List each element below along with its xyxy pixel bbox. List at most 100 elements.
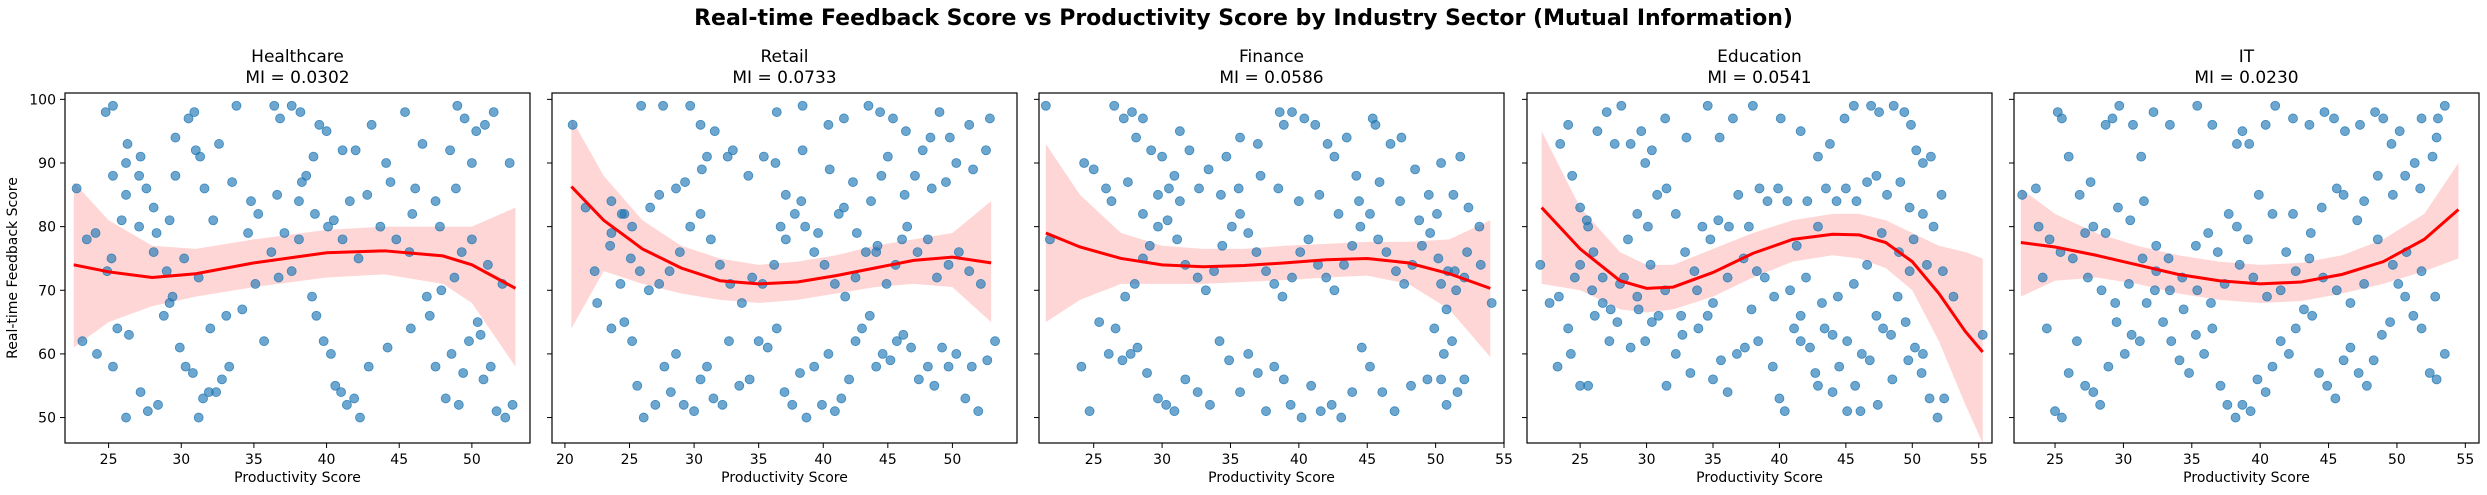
data-point xyxy=(2082,272,2093,283)
data-point xyxy=(1900,317,1911,327)
data-point xyxy=(1153,221,1163,232)
data-point xyxy=(2136,151,2147,162)
data-point xyxy=(1161,399,1172,410)
data-point xyxy=(2305,228,2316,238)
data-point xyxy=(1164,183,1174,194)
data-point xyxy=(1563,119,1574,130)
data-point xyxy=(1918,349,1928,359)
data-point xyxy=(77,336,88,347)
data-point xyxy=(1795,336,1806,347)
data-point xyxy=(1273,183,1284,194)
data-point xyxy=(1864,355,1875,366)
data-point xyxy=(736,298,747,308)
data-point xyxy=(2137,253,2148,264)
data-point xyxy=(1910,342,1920,353)
data-point xyxy=(1632,209,1643,219)
data-point xyxy=(722,151,733,162)
data-point xyxy=(1274,107,1285,117)
data-point xyxy=(2100,228,2111,238)
data-point xyxy=(922,361,933,372)
data-point xyxy=(294,234,304,245)
data-point xyxy=(1365,361,1375,372)
data-point xyxy=(758,151,769,162)
data-point xyxy=(121,189,131,200)
data-point xyxy=(161,266,172,277)
data-point xyxy=(424,310,435,321)
x-tick-label: 40 xyxy=(318,452,336,468)
data-point xyxy=(1660,113,1671,124)
data-point xyxy=(464,336,474,347)
data-point xyxy=(2178,304,2189,315)
x-tick-label: 25 xyxy=(1571,452,1589,468)
data-point xyxy=(417,139,428,149)
data-point xyxy=(2439,349,2450,359)
panel-mi-label: MI = 0.0733 xyxy=(732,68,836,88)
data-point xyxy=(158,310,169,321)
data-point xyxy=(2072,336,2082,347)
data-point xyxy=(2174,355,2185,366)
data-point xyxy=(221,310,232,321)
data-point xyxy=(1243,349,1254,359)
data-point xyxy=(1285,399,1296,410)
data-point xyxy=(1842,406,1853,417)
data-point xyxy=(208,215,219,226)
data-point xyxy=(446,349,457,359)
data-point xyxy=(695,374,706,385)
data-point xyxy=(2206,298,2216,308)
data-point xyxy=(2113,202,2123,213)
data-point xyxy=(1866,100,1876,111)
data-point xyxy=(355,412,365,423)
data-point xyxy=(1899,107,1910,117)
data-point xyxy=(2163,253,2174,264)
data-point xyxy=(2322,380,2333,391)
data-point xyxy=(435,221,445,232)
data-point xyxy=(134,221,145,232)
data-point xyxy=(1299,113,1310,124)
data-point xyxy=(2165,119,2175,130)
data-point xyxy=(592,298,603,308)
data-point xyxy=(1878,323,1888,334)
data-point xyxy=(1125,349,1136,359)
data-point xyxy=(1205,399,1215,410)
data-point xyxy=(349,393,360,404)
data-point xyxy=(951,158,962,168)
data-point xyxy=(170,132,181,143)
panel-title: Finance xyxy=(1239,47,1304,67)
data-point xyxy=(106,253,117,264)
data-point xyxy=(321,126,332,137)
data-point xyxy=(1233,183,1244,194)
data-point xyxy=(381,158,392,168)
x-axis-label: Productivity Score xyxy=(2183,470,2310,486)
data-point xyxy=(193,412,204,423)
data-point xyxy=(1436,279,1446,289)
data-point xyxy=(2359,279,2370,289)
data-point xyxy=(638,412,649,423)
data-point xyxy=(2166,336,2177,347)
data-point xyxy=(231,100,242,111)
data-point xyxy=(1801,272,1811,283)
data-point xyxy=(1908,234,1919,245)
data-point xyxy=(1643,221,1653,232)
data-point xyxy=(1753,336,1764,347)
data-point xyxy=(314,119,325,130)
data-point xyxy=(2215,380,2226,391)
x-tick-label: 50 xyxy=(463,452,481,468)
data-point xyxy=(440,393,451,404)
data-point xyxy=(1452,387,1463,397)
data-point xyxy=(121,412,131,423)
y-tick-label: 50 xyxy=(38,411,56,427)
data-point xyxy=(2416,113,2427,124)
data-point xyxy=(925,132,936,143)
data-point xyxy=(1937,266,1948,277)
data-point xyxy=(1697,221,1708,232)
data-point xyxy=(1192,387,1203,397)
x-tick-label: 50 xyxy=(1427,452,1445,468)
data-point xyxy=(90,228,101,238)
trend-line xyxy=(2020,208,2460,286)
data-point xyxy=(875,107,885,117)
x-axis-label: Productivity Score xyxy=(234,470,361,486)
data-point xyxy=(307,291,317,302)
data-point xyxy=(1395,196,1405,207)
data-point xyxy=(1399,279,1410,289)
data-point xyxy=(363,361,374,372)
